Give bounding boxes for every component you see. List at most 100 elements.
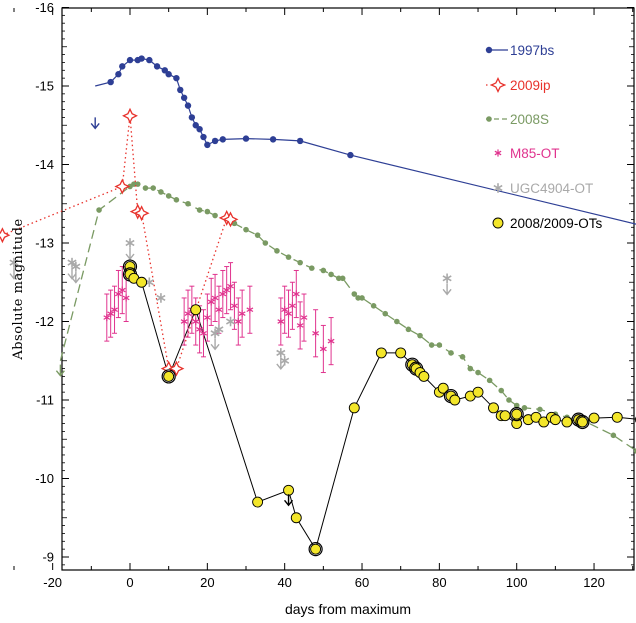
point-ots: [375, 347, 387, 359]
asterisk-stroke: [122, 295, 130, 301]
asterisk-stroke: [223, 287, 231, 293]
point-1997bs: [115, 71, 122, 78]
point-2008S: [436, 342, 443, 348]
point-ugc4904-ot: [9, 257, 19, 268]
asterisk-stroke: [285, 311, 292, 316]
point-m85-ot: [319, 345, 327, 353]
point-ugc4904-ot: [71, 261, 81, 272]
y-tick-label: -16: [35, 0, 54, 15]
legend-marker: [489, 76, 507, 94]
plot-frame: [61, 7, 635, 571]
asterisk-stroke: [200, 330, 207, 336]
point-m85-ot: [211, 294, 219, 302]
legend-label: 2008/2009-OTs: [510, 216, 603, 231]
limit-arrow-ots: [284, 494, 294, 507]
x-tick-label: -20: [43, 575, 62, 590]
point-m85-ot: [103, 313, 111, 322]
point-m85-ot: [277, 317, 285, 326]
point-m85-ot: [184, 310, 192, 318]
point-ots: [395, 347, 407, 359]
point-1997bs: [153, 63, 161, 70]
asterisk-stroke: [192, 319, 200, 324]
point-ots: [136, 276, 148, 288]
limit-arrow-ugc4904: [442, 283, 452, 296]
point-ots: [499, 410, 511, 422]
asterisk-stroke: [319, 346, 327, 352]
y-tick-label: -10: [35, 471, 54, 486]
point-m85-ot: [114, 290, 122, 298]
point-1997bs: [188, 114, 196, 121]
asterisk-stroke: [238, 311, 246, 316]
point-ots: [348, 402, 360, 414]
point-ugc4904-ot: [156, 293, 166, 303]
point-2008S: [506, 397, 512, 403]
point-2008S: [382, 310, 389, 317]
point-2008S: [173, 197, 180, 203]
asterisk-stroke: [125, 239, 135, 247]
point-2009ip: [0, 227, 11, 244]
point-m85-ot: [296, 321, 304, 330]
point-1997bs: [107, 78, 114, 86]
point-1997bs: [173, 74, 180, 82]
point-ots: [310, 543, 322, 555]
y-tick-label: -14: [35, 157, 54, 172]
point-2009ip: [222, 211, 239, 228]
legend-entry: 2008/2009-OTs: [492, 216, 603, 231]
asterisk-stroke: [246, 307, 254, 313]
point-2008S: [212, 212, 218, 219]
point-2008S: [254, 232, 261, 238]
asterisk-stroke: [214, 326, 224, 333]
point-2008S: [274, 248, 280, 254]
point-ugc4904-ot: [67, 257, 77, 268]
asterisk-stroke: [225, 318, 236, 325]
point-ugc4904-ot: [225, 316, 236, 327]
y-tick-label: -12: [35, 314, 54, 329]
point-2008S: [467, 365, 474, 372]
point-1997bs: [347, 151, 354, 159]
point-ugc4904-ot: [125, 238, 135, 248]
point-2008S: [142, 185, 149, 191]
point-m85-ot: [230, 302, 238, 310]
y-tick-label: -15: [35, 79, 54, 94]
point-2008S: [448, 350, 454, 356]
asterisk-stroke: [114, 291, 122, 297]
asterisk-stroke: [296, 323, 304, 328]
point-1997bs: [192, 122, 199, 129]
asterisk-stroke: [196, 327, 204, 332]
point-2008S: [308, 265, 315, 271]
x-tick-label: 20: [200, 575, 214, 590]
point-m85-ot: [312, 329, 320, 337]
point-2008S: [394, 318, 400, 325]
legend-entry: 2008S: [486, 112, 549, 127]
point-ots-highlight: [308, 542, 323, 557]
asterisk-stroke: [230, 303, 238, 309]
point-m85-ot: [200, 329, 207, 337]
legend-label: 2009ip: [510, 78, 551, 93]
point-2008S: [339, 275, 346, 282]
legend-marker: [485, 46, 493, 54]
limit-arrow-ugc4904: [210, 338, 220, 351]
point-m85-ot: [281, 306, 289, 314]
asterisk-stroke: [118, 287, 126, 293]
legend-label: UGC4904-OT: [510, 181, 593, 196]
point-m85-ot: [203, 313, 211, 322]
asterisk-stroke: [67, 259, 77, 266]
point-ots: [163, 371, 175, 382]
asterisk-stroke: [494, 150, 502, 156]
point-2008S: [185, 200, 191, 207]
point-m85-ot: [234, 317, 242, 326]
point-m85-ot: [107, 310, 115, 318]
point-2008S: [351, 291, 358, 297]
asterisk-stroke: [227, 283, 234, 289]
asterisk-stroke: [107, 311, 115, 316]
point-1997bs: [126, 56, 134, 64]
asterisk-stroke: [292, 291, 300, 297]
point-2008S: [134, 181, 141, 187]
point-2008S: [486, 377, 493, 384]
point-2008S: [320, 267, 327, 274]
asterisk-stroke: [111, 307, 118, 313]
point-m85-ot: [111, 306, 118, 314]
point-ots: [488, 402, 499, 414]
point-2008S: [204, 208, 211, 215]
